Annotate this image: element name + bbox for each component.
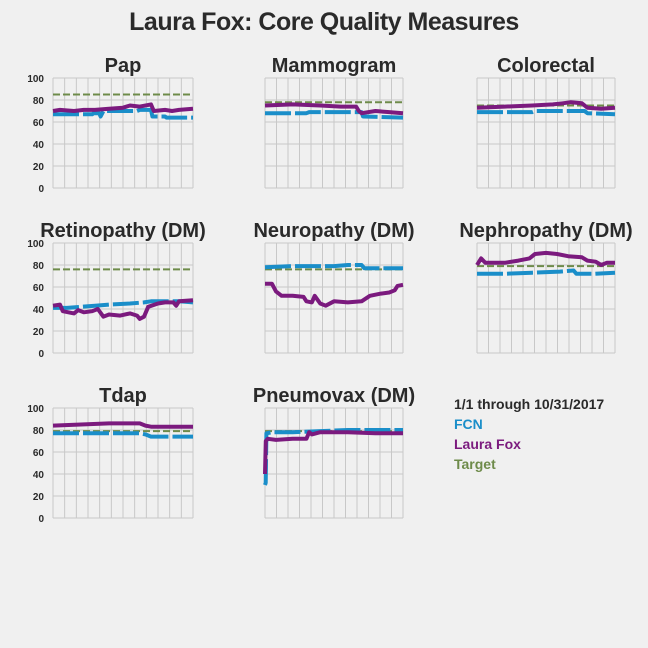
panel-title: Neuropathy (DM) — [253, 220, 414, 242]
panel-title: Pneumovax (DM) — [253, 385, 415, 407]
series-laura-fox-line — [52, 298, 194, 321]
y-tick-label: 100 — [27, 74, 44, 85]
y-tick-label: 20 — [33, 492, 45, 503]
y-tick-label: 100 — [27, 239, 44, 250]
chart-panel: Tdap 0 20 40 60 80 100 — [27, 385, 194, 525]
y-tick-label: 80 — [33, 426, 45, 437]
y-tick-label: 0 — [38, 184, 44, 195]
series-laura-fox-line — [263, 430, 403, 475]
series-laura-fox-line — [476, 100, 616, 111]
y-tick-label: 60 — [33, 448, 45, 459]
legend: 1/1 through 10/31/2017 FCN Laura Fox Tar… — [454, 394, 604, 474]
y-tick-label: 80 — [33, 261, 45, 272]
y-tick-label: 60 — [33, 118, 45, 129]
chart-panel: Colorectal — [476, 55, 616, 189]
series-fcn-line — [477, 268, 616, 276]
chart-panel: Pneumovax (DM) — [253, 385, 415, 519]
chart-panel: Retinopathy (DM) 0 20 40 60 80 100 — [27, 220, 205, 360]
chart-panel: Pap 0 20 40 60 80 100 — [27, 55, 194, 195]
panel-title: Colorectal — [497, 55, 595, 77]
panel-title: Tdap — [99, 385, 147, 407]
panel-title: Pap — [105, 55, 142, 77]
legend-date-range: 1/1 through 10/31/2017 — [454, 396, 605, 412]
legend-target: Target — [454, 456, 496, 472]
series-fcn-line — [53, 431, 193, 439]
panel-title: Retinopathy (DM) — [40, 220, 206, 242]
series-fcn-line — [477, 109, 616, 117]
panel-title: Nephropathy (DM) — [459, 220, 632, 242]
y-tick-label: 0 — [38, 349, 44, 360]
series-laura-fox-line — [52, 102, 194, 113]
series-fcn-line — [264, 263, 403, 271]
y-tick-label: 20 — [33, 162, 45, 173]
y-tick-label: 20 — [33, 327, 45, 338]
chart-panel: Mammogram — [264, 55, 404, 189]
y-tick-label: 0 — [38, 514, 44, 525]
y-tick-label: 40 — [33, 140, 45, 151]
series-laura-fox-line — [264, 102, 404, 116]
series-laura-fox-line — [475, 250, 615, 267]
series-fcn-line — [265, 110, 404, 120]
panel-title: Mammogram — [272, 55, 396, 77]
series-fcn-line — [53, 107, 193, 120]
y-tick-label: 40 — [33, 470, 45, 481]
chart-panel: Neuropathy (DM) — [253, 220, 415, 354]
chart-title: Laura Fox: Core Quality Measures — [129, 8, 519, 36]
series-laura-fox-line — [52, 421, 193, 429]
y-tick-label: 100 — [27, 404, 44, 415]
series-fcn-line — [53, 299, 194, 310]
y-tick-label: 60 — [33, 283, 45, 294]
y-tick-label: 80 — [33, 96, 45, 107]
y-tick-label: 40 — [33, 305, 45, 316]
legend-laura-fox: Laura Fox — [454, 436, 521, 452]
legend-fcn: FCN — [454, 416, 483, 432]
series-laura-fox-line — [265, 281, 404, 308]
chart-panel: Nephropathy (DM) — [459, 220, 633, 354]
